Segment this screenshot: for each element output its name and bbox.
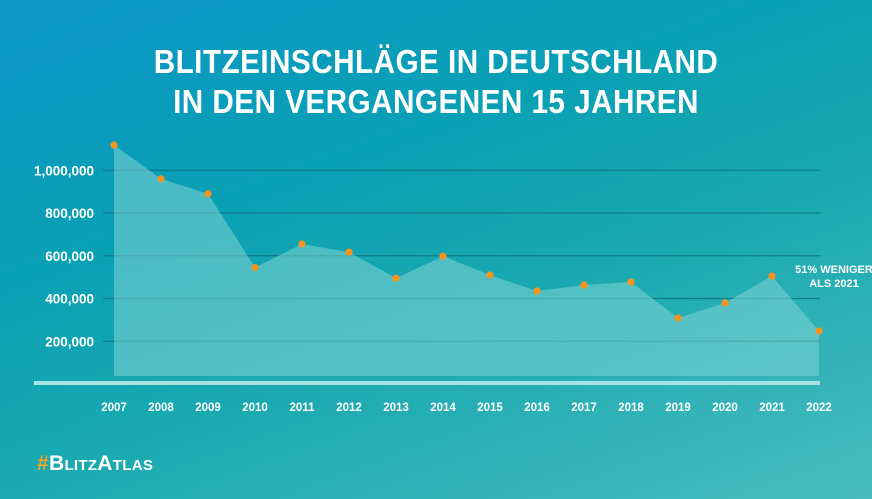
data-point-2009: [204, 190, 212, 198]
data-point-2014: [439, 252, 447, 260]
data-point-2007: [110, 141, 118, 149]
x-tick-label: 2018: [618, 402, 644, 414]
x-tick-label: 2016: [524, 402, 550, 414]
data-point-2021: [768, 272, 776, 280]
data-point-2020: [721, 299, 729, 307]
data-point-2010: [251, 263, 259, 272]
x-tick-label: 2012: [336, 402, 362, 414]
x-tick-label: 2021: [759, 402, 785, 414]
y-tick-label: 600,000: [45, 249, 94, 264]
x-tick-label: 2017: [571, 402, 597, 414]
hash-symbol: #: [37, 452, 49, 475]
x-tick-label: 2010: [242, 402, 268, 414]
annotation-line-2: ALS 2021: [809, 278, 859, 290]
brand-hashtag: #BlitzAtlas: [37, 452, 153, 476]
x-tick-label: 2015: [477, 402, 503, 414]
x-tick-label: 2009: [195, 402, 221, 414]
x-tick-label: 2022: [806, 402, 832, 414]
data-point-2013: [392, 274, 400, 282]
data-points: [110, 141, 823, 335]
x-tick-label: 2020: [712, 402, 738, 414]
x-tick-label: 2007: [101, 402, 127, 414]
y-tick-label: 200,000: [45, 334, 94, 349]
y-tick-label: 800,000: [45, 206, 94, 221]
annotation: 51% WENIGER ALS 2021: [795, 264, 872, 290]
title-line-2: IN DEN VERGANGENEN 15 JAHREN: [173, 83, 699, 120]
data-point-2008: [157, 175, 165, 183]
annotation-line-1: 51% WENIGER: [795, 264, 872, 276]
brand-name: BlitzAtlas: [48, 452, 154, 475]
data-point-2012: [345, 248, 353, 256]
data-point-2017: [580, 281, 588, 289]
x-tick-label: 2008: [148, 402, 174, 414]
area-fill: [114, 145, 819, 376]
data-point-2011: [298, 240, 306, 248]
x-tick-label: 2019: [665, 402, 691, 414]
data-point-2019: [674, 314, 682, 322]
y-tick-label: 400,000: [45, 292, 94, 307]
data-point-2022: [815, 327, 823, 335]
x-tick-label: 2014: [430, 402, 456, 414]
x-tick-label: 2013: [383, 402, 409, 414]
data-point-2016: [533, 287, 541, 295]
y-tick-label: 1,000,000: [34, 163, 94, 178]
y-axis-labels: 200,000 400,000 600,000 800,000 1,000,000: [34, 163, 94, 349]
x-axis-line: [34, 381, 820, 385]
x-tick-label: 2011: [290, 402, 316, 414]
title-line-1: BLITZEINSCHLÄGE IN DEUTSCHLAND: [153, 43, 719, 80]
data-point-2018: [627, 278, 635, 286]
chart-title: BLITZEINSCHLÄGE IN DEUTSCHLAND IN DEN VE…: [44, 42, 829, 122]
data-point-2015: [486, 271, 494, 279]
x-axis-labels: 2007 2008 2009 2010 2011 2012 2013 2014 2015 2016…: [101, 402, 832, 414]
